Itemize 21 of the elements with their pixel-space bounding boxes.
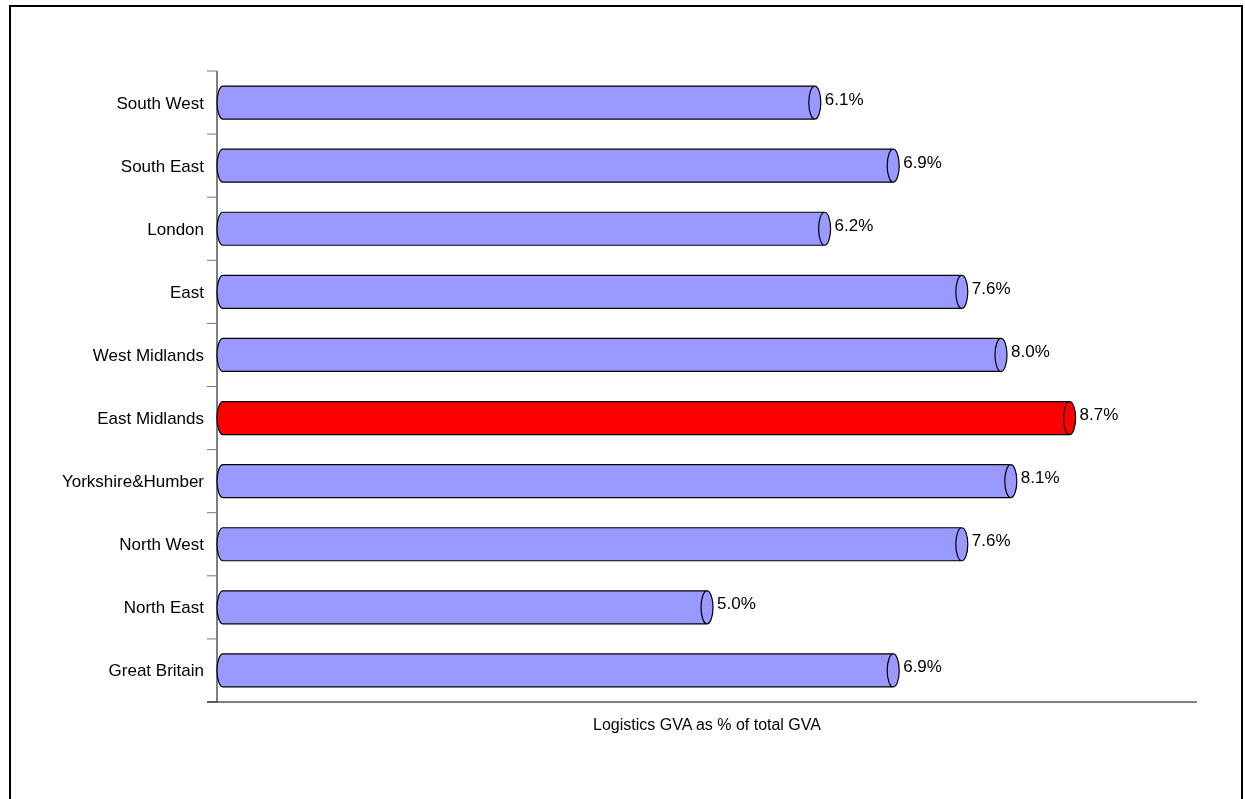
y-tick-label: Yorkshire&Humber [61, 472, 205, 492]
y-tick-label: Great Britain [108, 661, 204, 681]
data-label: 7.6% [971, 278, 1011, 298]
data-label: 6.9% [903, 657, 942, 677]
data-label: 8.0% [1011, 341, 1050, 361]
data-label: 6.2% [834, 215, 874, 235]
data-label: 7.6% [971, 531, 1011, 551]
x-axis-title: Logistics GVA as % of total GVA [593, 716, 822, 733]
y-tick-label: West Midlands [92, 345, 204, 365]
y-tick-label: North West [119, 535, 205, 555]
y-tick-label: East [169, 282, 205, 302]
data-label: 5.0% [717, 594, 756, 614]
y-tick-label: London [147, 219, 204, 239]
data-label: 8.1% [1020, 468, 1060, 488]
data-label: 6.9% [903, 152, 942, 172]
y-tick-label: South West [116, 93, 205, 113]
data-label: 6.1% [824, 89, 864, 109]
y-tick-label: South East [120, 156, 205, 176]
data-label: 8.7% [1079, 405, 1119, 424]
y-tick-label: North East [123, 598, 205, 618]
y-tick-label: East Midlands [97, 409, 204, 428]
